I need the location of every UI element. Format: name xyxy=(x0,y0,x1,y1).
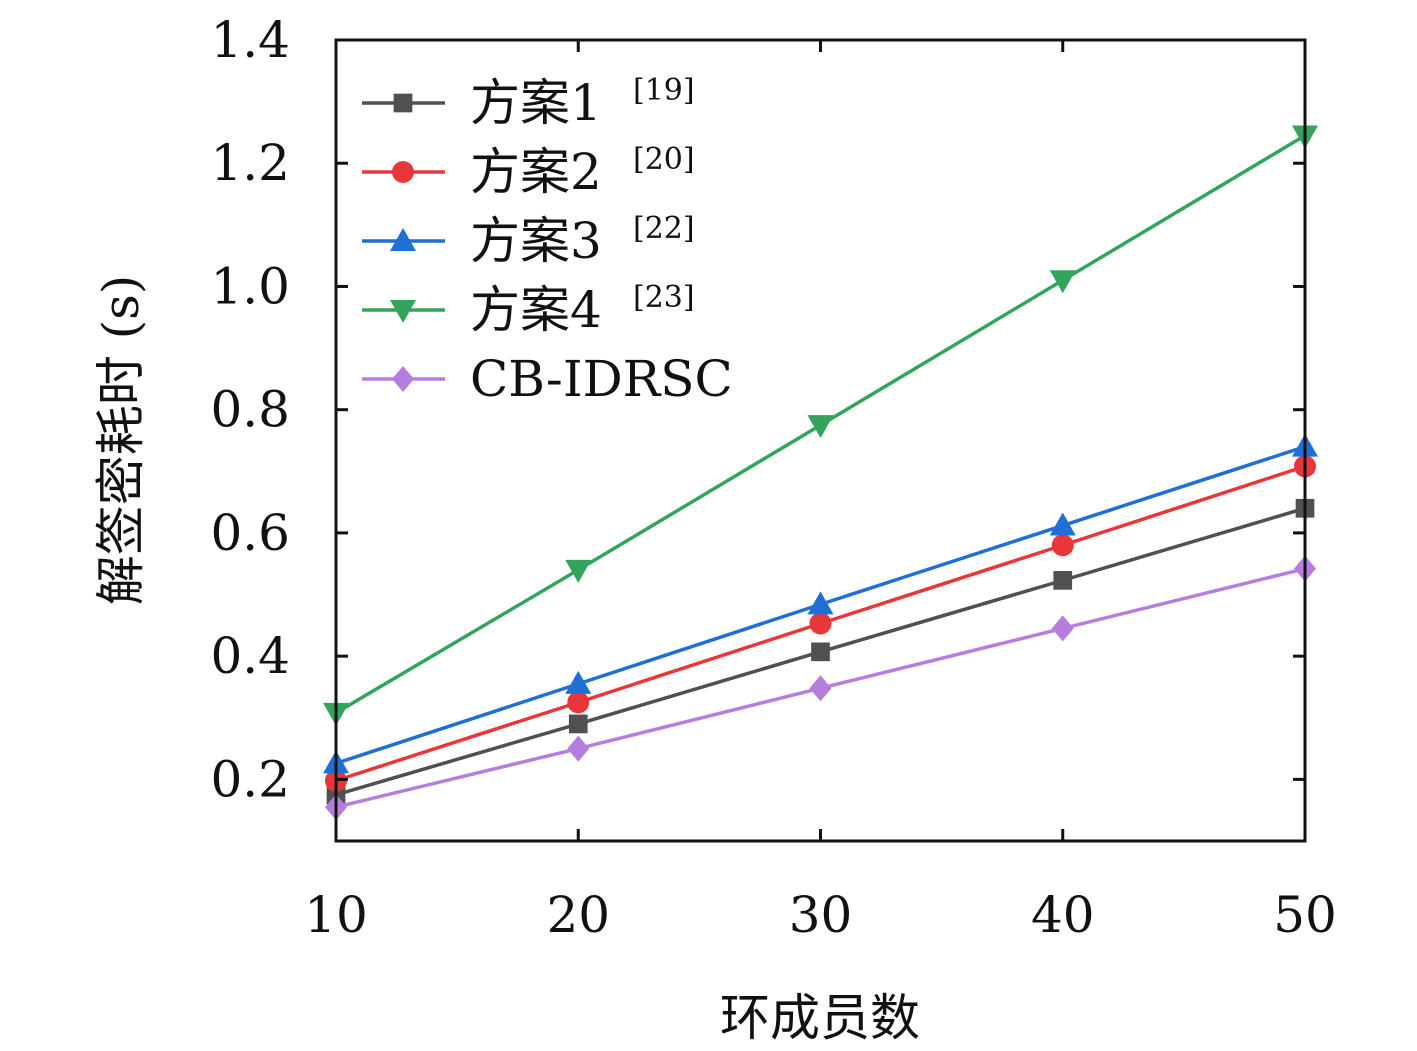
y-tick-label: 1.4 xyxy=(210,11,290,69)
ticks-layer: 10 20 30 40 50 0.2 0.4 0.6 0.8 1.0 1.2 1.4 xyxy=(210,11,1336,944)
series-4 xyxy=(323,125,1318,726)
data-point xyxy=(567,691,590,714)
x-tick-label: 10 xyxy=(304,886,368,944)
y-tick-label: 0.4 xyxy=(210,627,290,685)
y-tick-label: 0.6 xyxy=(210,504,290,562)
legend-label: 方案3 xyxy=(470,212,602,270)
legend-label: CB-IDRSC xyxy=(470,350,733,408)
data-point xyxy=(1051,534,1074,557)
legend-marker xyxy=(393,93,413,113)
legend: 方案1 [19] 方案2 [20] 方案3 [22] 方案4 [23] CB-IDRSC xyxy=(362,73,733,408)
y-tick-label: 1.2 xyxy=(210,134,290,192)
legend-marker xyxy=(392,161,414,183)
x-tick-label: 50 xyxy=(1273,886,1337,944)
y-tick-label: 0.8 xyxy=(210,381,290,439)
data-point xyxy=(567,735,590,762)
series-3 xyxy=(323,433,1318,774)
series-2 xyxy=(325,455,1316,792)
data-point xyxy=(811,642,830,662)
legend-label: 方案1 xyxy=(470,74,602,132)
data-point xyxy=(809,675,832,702)
x-tick-label: 20 xyxy=(546,886,610,944)
legend-marker xyxy=(392,366,414,392)
x-tick-label: 30 xyxy=(789,886,853,944)
data-point xyxy=(809,612,832,635)
legend-marker xyxy=(390,228,416,251)
legend-item: 方案1 [19] xyxy=(362,73,695,132)
legend-item: CB-IDRSC xyxy=(362,350,733,408)
data-point xyxy=(565,559,592,583)
data-point xyxy=(1049,270,1076,294)
series-layer xyxy=(323,125,1318,821)
legend-label: 方案4 xyxy=(470,281,602,339)
legend-reference: [22] xyxy=(633,211,695,246)
y-axis-title: 解签密耗时 (s) xyxy=(92,275,150,606)
legend-reference: [23] xyxy=(633,280,695,315)
data-point xyxy=(1051,615,1074,642)
y-tick-label: 1.0 xyxy=(210,257,290,315)
legend-label: 方案2 xyxy=(470,143,602,201)
legend-reference: [20] xyxy=(633,142,695,177)
legend-item: 方案3 [22] xyxy=(362,211,695,270)
legend-item: 方案2 [20] xyxy=(362,142,695,201)
data-point xyxy=(807,591,834,615)
data-point xyxy=(1049,512,1076,536)
data-point xyxy=(565,670,592,694)
x-axis-title: 环成员数 xyxy=(720,989,920,1047)
series-5 xyxy=(325,555,1316,821)
x-tick-label: 40 xyxy=(1031,886,1095,944)
series-1 xyxy=(326,498,1315,805)
data-point xyxy=(807,415,834,439)
data-point xyxy=(568,714,588,734)
legend-reference: [19] xyxy=(633,73,695,108)
y-tick-label: 0.2 xyxy=(210,750,290,808)
legend-marker xyxy=(390,300,416,323)
legend-item: 方案4 [23] xyxy=(362,280,695,339)
data-point xyxy=(1053,571,1073,590)
